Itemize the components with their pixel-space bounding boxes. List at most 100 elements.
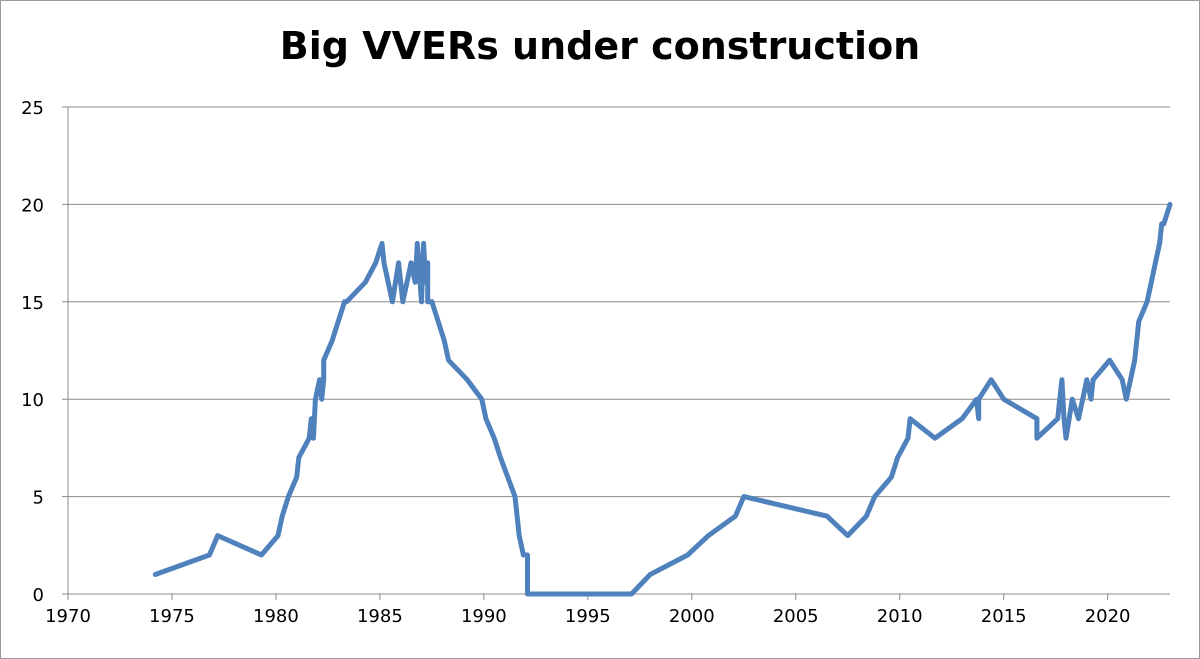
- data-point: [989, 377, 994, 382]
- data-point: [906, 436, 911, 441]
- data-point: [1091, 377, 1096, 382]
- data-point: [824, 514, 829, 519]
- data-point: [465, 377, 470, 382]
- data-point: [845, 533, 850, 538]
- data-point: [321, 358, 326, 363]
- data-point: [1055, 416, 1060, 421]
- data-point: [425, 260, 430, 265]
- data-point: [363, 280, 368, 285]
- data-point: [276, 533, 281, 538]
- data-point: [976, 416, 981, 421]
- data-point: [1132, 358, 1137, 363]
- x-tick-label: 2020: [1085, 606, 1131, 627]
- data-point: [498, 455, 503, 460]
- data-point: [321, 377, 326, 382]
- data-point: [409, 260, 414, 265]
- data-point: [492, 436, 497, 441]
- data-point: [1062, 416, 1067, 421]
- data-point: [1124, 397, 1129, 402]
- data-point: [648, 572, 653, 577]
- data-point: [517, 533, 522, 538]
- data-point: [296, 455, 301, 460]
- y-axis-ticks: 0 5 10 15 20 25: [21, 98, 68, 606]
- x-tick-label: 2015: [981, 606, 1027, 627]
- data-point: [960, 416, 965, 421]
- data-point: [1034, 416, 1039, 421]
- series-line-0: [152, 201, 1173, 597]
- data-point: [933, 436, 938, 441]
- data-point: [390, 299, 395, 304]
- data-point: [396, 260, 401, 265]
- data-point: [1120, 377, 1125, 382]
- data-point: [1064, 436, 1069, 441]
- data-point: [525, 553, 530, 558]
- x-tick-label: 1975: [149, 606, 195, 627]
- data-point: [706, 533, 711, 538]
- data-point: [330, 338, 335, 343]
- data-point: [1157, 241, 1162, 246]
- data-point: [436, 319, 441, 324]
- data-point: [629, 592, 634, 597]
- data-point: [908, 416, 913, 421]
- data-point: [446, 358, 451, 363]
- data-point: [513, 494, 518, 499]
- data-point: [1161, 221, 1166, 226]
- y-tick-label: 25: [21, 98, 44, 119]
- y-tick-label: 5: [33, 488, 44, 509]
- data-point: [215, 533, 220, 538]
- axes: [67, 107, 1170, 595]
- data-point: [976, 397, 981, 402]
- data-point: [1059, 377, 1064, 382]
- data-point: [423, 280, 428, 285]
- data-point: [280, 514, 285, 519]
- data-point: [259, 553, 264, 558]
- data-point: [889, 475, 894, 480]
- data-point: [429, 299, 434, 304]
- data-point: [286, 494, 291, 499]
- data-point: [380, 241, 385, 246]
- data-point: [483, 416, 488, 421]
- data-point: [741, 494, 746, 499]
- data-point: [400, 299, 405, 304]
- y-tick-label: 20: [21, 195, 44, 216]
- x-axis-ticks: 1970 1975 1980 1985 1990 1995 2000 2005 2010 2015…: [45, 594, 1131, 627]
- x-tick-label: 1990: [461, 606, 507, 627]
- data-point: [1168, 202, 1173, 207]
- data-point: [479, 397, 484, 402]
- data-point: [319, 397, 324, 402]
- x-tick-label: 1980: [253, 606, 299, 627]
- chart-title: Big VVERs under construction: [279, 24, 921, 68]
- data-point: [413, 280, 418, 285]
- y-tick-label: 15: [21, 293, 44, 314]
- data-point: [415, 241, 420, 246]
- data-point: [153, 572, 158, 577]
- data-point: [442, 338, 447, 343]
- data-point: [344, 299, 349, 304]
- data-point: [419, 299, 424, 304]
- y-tick-label: 0: [33, 585, 44, 606]
- data-point: [1128, 377, 1133, 382]
- data-point: [1084, 377, 1089, 382]
- data-point: [864, 514, 869, 519]
- data-point: [311, 436, 316, 441]
- data-point: [1089, 397, 1094, 402]
- data-point: [373, 260, 378, 265]
- x-tick-label: 2005: [773, 606, 819, 627]
- data-point: [309, 416, 314, 421]
- x-tick-label: 1995: [565, 606, 611, 627]
- series-group: [152, 201, 1173, 597]
- data-point: [382, 260, 387, 265]
- data-point: [313, 397, 318, 402]
- x-tick-label: 1985: [357, 606, 403, 627]
- data-point: [872, 494, 877, 499]
- data-point: [336, 319, 341, 324]
- data-point: [1153, 260, 1158, 265]
- x-tick-label: 2010: [877, 606, 923, 627]
- data-point: [895, 455, 900, 460]
- y-tick-label: 10: [21, 390, 44, 411]
- data-point: [1001, 397, 1006, 402]
- data-point: [733, 514, 738, 519]
- data-point: [1080, 397, 1085, 402]
- data-point: [421, 241, 426, 246]
- gridlines: [68, 106, 1170, 498]
